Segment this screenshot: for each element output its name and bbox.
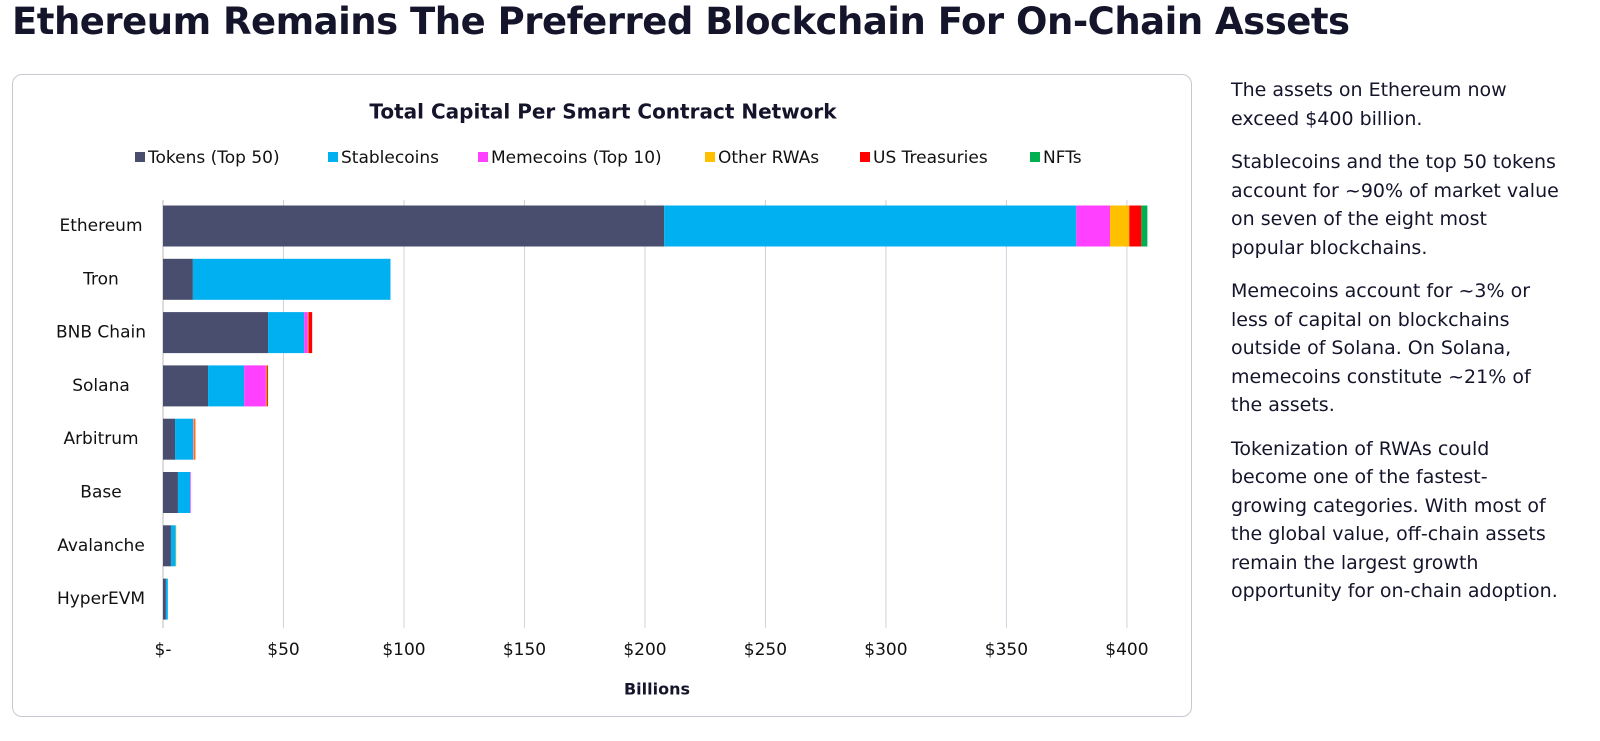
x-tick-label: $400: [1105, 640, 1148, 660]
y-tick-label: BNB Chain: [56, 323, 146, 343]
y-tick-label: HyperEVM: [57, 589, 145, 609]
bar-segment: [193, 418, 195, 460]
bar-segment: [163, 472, 178, 513]
x-tick-label: $50: [267, 640, 299, 660]
note: The assets on Ethereum now exceed $400 b…: [1231, 79, 1507, 130]
bar-segment: [192, 258, 391, 300]
y-tick-label: Arbitrum: [63, 429, 138, 449]
bar-segment: [163, 418, 176, 460]
legend-swatch: [135, 152, 145, 162]
x-tick-label: $150: [503, 640, 546, 660]
bar-segment: [163, 365, 209, 407]
legend-label: Memecoins (Top 10): [491, 148, 662, 168]
bar-segment: [165, 578, 168, 620]
bar-segment: [163, 258, 193, 300]
bar-segment: [304, 312, 308, 354]
bar-segment: [163, 205, 665, 247]
bar-segment: [170, 525, 176, 567]
y-tick-label: Avalanche: [57, 536, 145, 556]
chart-frame: [12, 74, 1192, 717]
x-tick-label: $100: [382, 640, 425, 660]
legend-label: NFTs: [1043, 148, 1082, 168]
bar-segment: [163, 312, 269, 354]
bar-segment: [265, 365, 267, 407]
bar-segment: [1110, 205, 1130, 247]
bar-segment: [177, 472, 190, 513]
notes: The assets on Ethereum now exceed $400 b…: [1231, 76, 1561, 621]
chart-title: Total Capital Per Smart Contract Network: [369, 100, 837, 124]
legend-label: Tokens (Top 50): [147, 148, 280, 168]
x-tick-label: $350: [985, 640, 1028, 660]
bar-segment: [266, 365, 268, 407]
legend-swatch: [1030, 152, 1040, 162]
note: Tokenization of RWAs could become one of…: [1231, 437, 1558, 603]
note: Stablecoins and the top 50 tokens accoun…: [1231, 151, 1559, 259]
y-tick-label: Tron: [82, 269, 119, 289]
bar-segment: [244, 365, 266, 407]
x-tick-label: $250: [744, 640, 787, 660]
bar-segment: [163, 525, 171, 567]
bar-segment: [208, 365, 245, 407]
y-tick-label: Base: [80, 483, 121, 503]
y-tick-label: Solana: [72, 376, 130, 396]
x-tick-label: $200: [623, 640, 666, 660]
bar-segment: [1129, 205, 1142, 247]
x-tick-label: $300: [864, 640, 907, 660]
legend-label: US Treasuries: [873, 148, 988, 168]
legend-label: Other RWAs: [718, 148, 819, 168]
x-axis-label: Billions: [624, 680, 690, 699]
legend-label: Stablecoins: [341, 148, 439, 168]
note: Memecoins account for ~3% or less of cap…: [1231, 280, 1531, 416]
bar-segment: [1076, 205, 1111, 247]
bar-segment: [175, 418, 194, 460]
y-tick-label: Ethereum: [59, 216, 142, 236]
legend-swatch: [860, 152, 870, 162]
bar-segment: [163, 578, 166, 620]
legend-swatch: [705, 152, 715, 162]
legend-swatch: [478, 152, 488, 162]
bar-segment: [189, 472, 191, 513]
bar-segment: [1141, 205, 1148, 247]
bar-segment: [194, 418, 196, 460]
x-tick-label: $-: [155, 640, 172, 660]
bar-segment: [268, 312, 305, 354]
bar-segment: [307, 312, 309, 354]
legend-swatch: [328, 152, 338, 162]
page-title: Ethereum Remains The Preferred Blockchai…: [12, 0, 1350, 43]
bar-segment: [664, 205, 1077, 247]
chart: Total Capital Per Smart Contract Network…: [56, 100, 1149, 699]
bar-segment: [308, 312, 313, 354]
